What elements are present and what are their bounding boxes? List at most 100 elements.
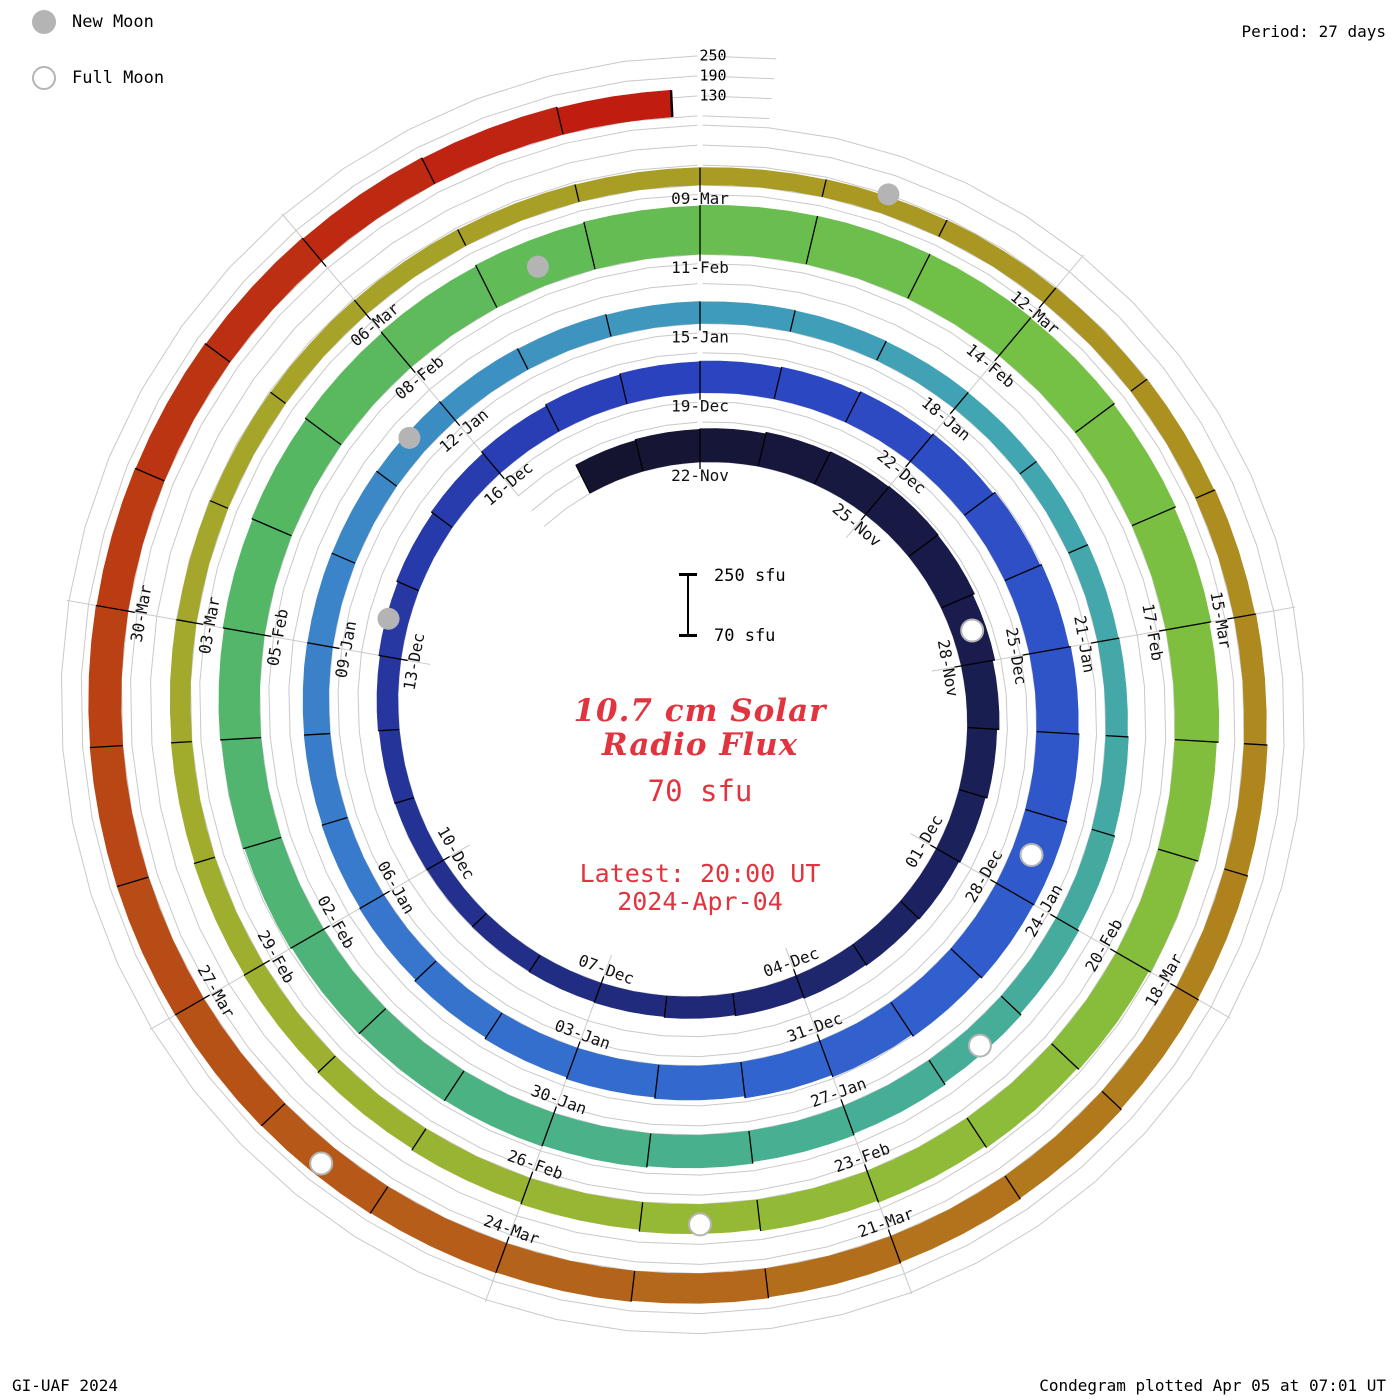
flux-bar-day (950, 882, 1034, 979)
day-ticks (90, 90, 1268, 1302)
scale-bar-top-cap (679, 573, 697, 576)
flux-bar-day (517, 314, 612, 370)
flux-bar-day (1116, 848, 1197, 973)
spiral-gridline (80, 75, 1285, 1315)
flux-bar-day (1051, 951, 1150, 1070)
day-tick (1170, 982, 1199, 1001)
flux-bar-day (966, 1043, 1078, 1149)
flux-bar-day (205, 237, 323, 363)
full-moon-marker (688, 1212, 712, 1237)
day-tick (954, 659, 995, 668)
day-tick (1075, 402, 1115, 434)
latest-timestamp: Latest: 20:00 UT 2024-Apr-04 (0, 860, 1400, 916)
flux-bar-day (321, 817, 384, 909)
flux-bar-day (243, 963, 336, 1073)
flux-bar-day (520, 1177, 644, 1230)
day-tick (411, 1128, 427, 1151)
day-tick (1131, 506, 1176, 527)
flux-bar-day (593, 982, 668, 1017)
scale-bar-bottom-label: 70 sfu (714, 626, 776, 646)
day-tick (949, 391, 969, 415)
day-tick (789, 310, 796, 332)
day-tick (963, 491, 996, 516)
day-tick (1101, 1090, 1122, 1111)
date-label: 22-Nov (671, 466, 729, 485)
day-tick (852, 944, 868, 966)
day-tick (941, 593, 975, 609)
day-tick (426, 856, 450, 871)
flux-scale-tick-label: 130 (699, 87, 726, 105)
end-cap-tick (669, 90, 674, 117)
day-tick (1038, 287, 1057, 309)
day-tick (243, 959, 270, 976)
day-tick (630, 1271, 636, 1302)
day-tick (544, 404, 560, 432)
flux-bar-day (936, 789, 986, 863)
day-tick (174, 994, 210, 1016)
date-label: 19-Dec (671, 397, 729, 416)
flux-bar-day (998, 317, 1115, 433)
day-tick (317, 1055, 336, 1074)
day-tick (358, 1008, 387, 1035)
day-tick (251, 518, 292, 537)
flux-bar-day (630, 1268, 769, 1304)
day-tick (1090, 637, 1120, 644)
flux-bar-day (958, 727, 998, 799)
day-tick (369, 1186, 389, 1214)
flux-bar-day (908, 534, 975, 609)
flux-scale-labels: 130 190 250 (699, 47, 726, 105)
day-tick (307, 642, 340, 650)
day-tick (304, 417, 342, 446)
flux-bar-day (193, 856, 265, 976)
day-tick (1195, 489, 1216, 499)
day-tick (732, 993, 737, 1017)
scale-bar-top-label: 250 sfu (714, 566, 786, 586)
day-tick (396, 580, 419, 592)
day-tick (304, 732, 331, 736)
day-tick (359, 890, 390, 910)
flux-bar-day (654, 1061, 746, 1101)
new-moon-marker (398, 426, 421, 449)
flux-bar-day (359, 1008, 465, 1102)
day-tick (748, 1130, 754, 1164)
flux-bar-day (1074, 403, 1177, 526)
day-tick (378, 728, 400, 732)
day-tick (1019, 461, 1037, 475)
day-tick (876, 340, 887, 361)
day-tick (1130, 378, 1148, 392)
day-tick (890, 1001, 914, 1037)
day-tick (938, 219, 948, 237)
day-tick (845, 391, 862, 423)
day-tick (376, 470, 397, 487)
day-tick (646, 1133, 652, 1168)
full-moon-icon (32, 66, 56, 90)
day-tick (430, 511, 453, 529)
day-tick (605, 314, 612, 337)
day-tick (394, 797, 415, 805)
day-tick (907, 253, 931, 299)
spiral-gridline (60, 55, 1305, 1335)
flux-bar-day (907, 253, 1032, 356)
credit-right: Condegram plotted Apr 05 at 07:01 UT (1039, 1376, 1386, 1395)
new-moon-icon (32, 10, 56, 34)
day-tick (380, 331, 416, 374)
day-tick (176, 619, 204, 626)
day-tick (484, 1012, 503, 1040)
flux-bar-day (439, 348, 529, 421)
flux-bar-day (528, 954, 602, 1003)
day-tick (575, 464, 591, 494)
flux-bar-day (865, 486, 939, 558)
day-tick (764, 1268, 770, 1299)
day-tick (1174, 739, 1219, 743)
day-tick (1227, 613, 1256, 620)
day-tick (528, 954, 541, 973)
day-tick (928, 1059, 946, 1086)
day-tick (908, 534, 939, 558)
day-tick (1025, 808, 1068, 823)
full-moon-marker (960, 618, 985, 643)
day-tick (1000, 995, 1022, 1016)
day-tick (930, 844, 961, 863)
day-tick (260, 1103, 286, 1127)
day-tick (209, 500, 229, 509)
day-tick (574, 184, 580, 202)
